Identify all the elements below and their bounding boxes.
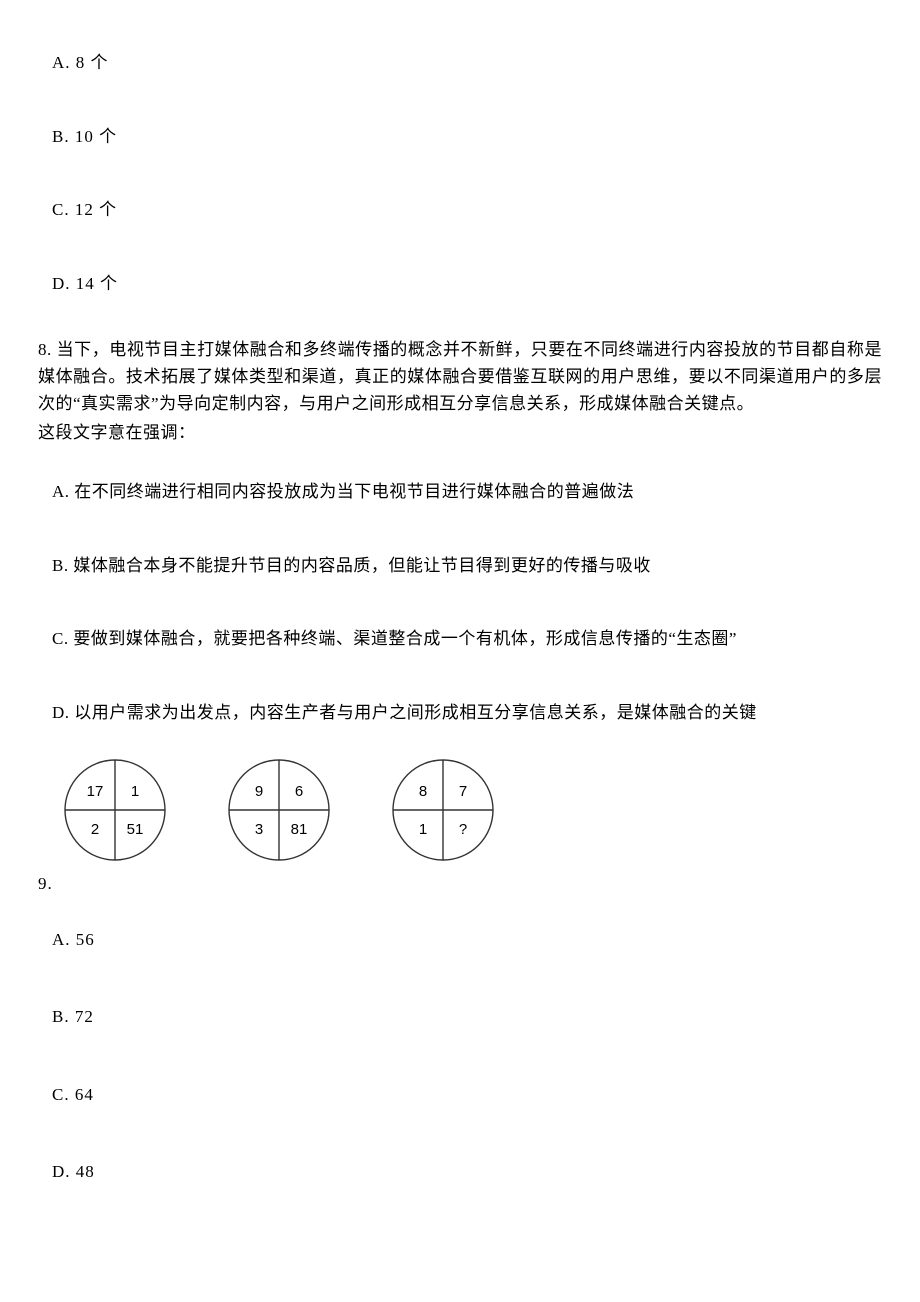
q7-tail-options: A. 8 个 B. 10 个 C. 12 个 D. 14 个	[52, 50, 882, 296]
q7-option-a[interactable]: A. 8 个	[52, 50, 882, 76]
option-label: A. 在不同终端进行相同内容投放成为当下电视节目进行媒体融合的普遍做法	[52, 482, 634, 501]
q8-option-d[interactable]: D. 以用户需求为出发点，内容生产者与用户之间形成相互分享信息关系，是媒体融合的…	[52, 700, 882, 726]
q9-number: 9.	[38, 871, 494, 897]
cell-bl: 3	[244, 819, 274, 842]
circle-svg	[64, 759, 166, 861]
q7-option-b[interactable]: B. 10 个	[52, 124, 882, 150]
q8-option-a[interactable]: A. 在不同终端进行相同内容投放成为当下电视节目进行媒体融合的普遍做法	[52, 479, 882, 505]
question-9-figure-row: 17 1 2 51 9 6 3 81	[38, 759, 882, 897]
option-label: D. 以用户需求为出发点，内容生产者与用户之间形成相互分享信息关系，是媒体融合的…	[52, 703, 757, 722]
cell-bl: 2	[80, 819, 110, 842]
option-label: C. 64	[52, 1085, 94, 1104]
option-label: B. 媒体融合本身不能提升节目的内容品质，但能让节目得到更好的传播与吸收	[52, 556, 651, 575]
q8-prompt: 这段文字意在强调：	[38, 420, 882, 446]
option-label: A. 56	[52, 930, 95, 949]
q8-option-c[interactable]: C. 要做到媒体融合，就要把各种终端、渠道整合成一个有机体，形成信息传播的“生态…	[52, 626, 882, 652]
circle-diagram-1: 17 1 2 51	[64, 759, 166, 861]
q7-option-d[interactable]: D. 14 个	[52, 271, 882, 297]
cell-tr: 6	[284, 781, 314, 804]
cell-br: 51	[120, 819, 150, 842]
q9-options: A. 56 B. 72 C. 64 D. 48	[52, 927, 882, 1185]
circle-diagram-2: 9 6 3 81	[228, 759, 330, 861]
circle-svg	[392, 759, 494, 861]
option-label: C. 要做到媒体融合，就要把各种终端、渠道整合成一个有机体，形成信息传播的“生态…	[52, 629, 737, 648]
q8-options: A. 在不同终端进行相同内容投放成为当下电视节目进行媒体融合的普遍做法 B. 媒…	[52, 479, 882, 725]
cell-tl: 8	[408, 781, 438, 804]
circle-svg	[228, 759, 330, 861]
cell-br: 81	[284, 819, 314, 842]
cell-tl: 17	[80, 781, 110, 804]
option-label: C. 12 个	[52, 200, 117, 219]
option-label: B. 10 个	[52, 127, 117, 146]
q8-passage: 8. 当下，电视节目主打媒体融合和多终端传播的概念并不新鲜，只要在不同终端进行内…	[38, 336, 882, 418]
q9-option-c[interactable]: C. 64	[52, 1082, 882, 1108]
cell-br: ?	[448, 819, 478, 842]
option-label: D. 14 个	[52, 274, 118, 293]
q9-circle-diagrams: 17 1 2 51 9 6 3 81	[64, 759, 494, 861]
circle-diagram-3: 8 7 1 ?	[392, 759, 494, 861]
option-label: D. 48	[52, 1162, 95, 1181]
cell-tr: 1	[120, 781, 150, 804]
option-label: B. 72	[52, 1007, 94, 1026]
cell-tr: 7	[448, 781, 478, 804]
cell-tl: 9	[244, 781, 274, 804]
q7-option-c[interactable]: C. 12 个	[52, 197, 882, 223]
question-8: 8. 当下，电视节目主打媒体融合和多终端传播的概念并不新鲜，只要在不同终端进行内…	[38, 336, 882, 445]
q9-option-a[interactable]: A. 56	[52, 927, 882, 953]
cell-bl: 1	[408, 819, 438, 842]
option-label: A. 8 个	[52, 53, 109, 72]
q9-option-d[interactable]: D. 48	[52, 1159, 882, 1185]
q8-option-b[interactable]: B. 媒体融合本身不能提升节目的内容品质，但能让节目得到更好的传播与吸收	[52, 553, 882, 579]
q9-option-b[interactable]: B. 72	[52, 1004, 882, 1030]
